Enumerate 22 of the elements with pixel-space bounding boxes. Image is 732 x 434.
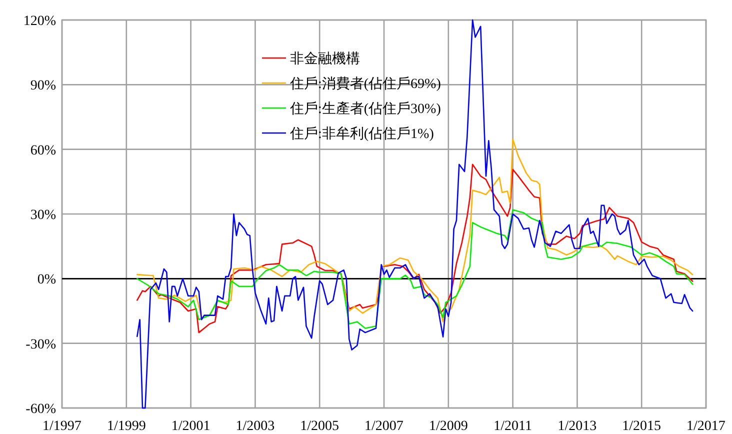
y-tick-label: 60% (30, 143, 56, 158)
x-tick-label: 1/1997 (42, 419, 82, 434)
legend-label: 住戶:消費者(佔住戶69%) (289, 76, 442, 92)
x-tick-label: 1/2007 (364, 419, 404, 434)
legend-label: 住戶:非牟利(佔住戶1%) (289, 126, 434, 142)
x-tick-label: 1/2015 (622, 419, 662, 434)
legend-label: 住戶:生產者(佔住戶30%) (289, 101, 442, 117)
y-tick-label: 120% (23, 14, 56, 29)
x-tick-label: 1/2005 (300, 419, 340, 434)
x-tick-label: 1/1999 (106, 419, 146, 434)
legend-label: 非金融機構 (290, 51, 360, 67)
x-tick-label: 1/2013 (558, 419, 597, 434)
x-tick-label: 1/2009 (428, 419, 468, 434)
y-tick-label: -30% (26, 337, 56, 352)
y-tick-label: 0% (37, 272, 56, 288)
x-tick-label: 1/2011 (494, 419, 532, 434)
y-tick-label: -60% (26, 402, 56, 417)
x-tick-label: 1/2003 (236, 419, 275, 434)
x-tick-label: 1/2017 (686, 419, 726, 434)
x-tick-label: 1/2001 (171, 419, 210, 434)
y-tick-label: 90% (30, 78, 56, 94)
y-tick-label: 30% (30, 208, 56, 223)
